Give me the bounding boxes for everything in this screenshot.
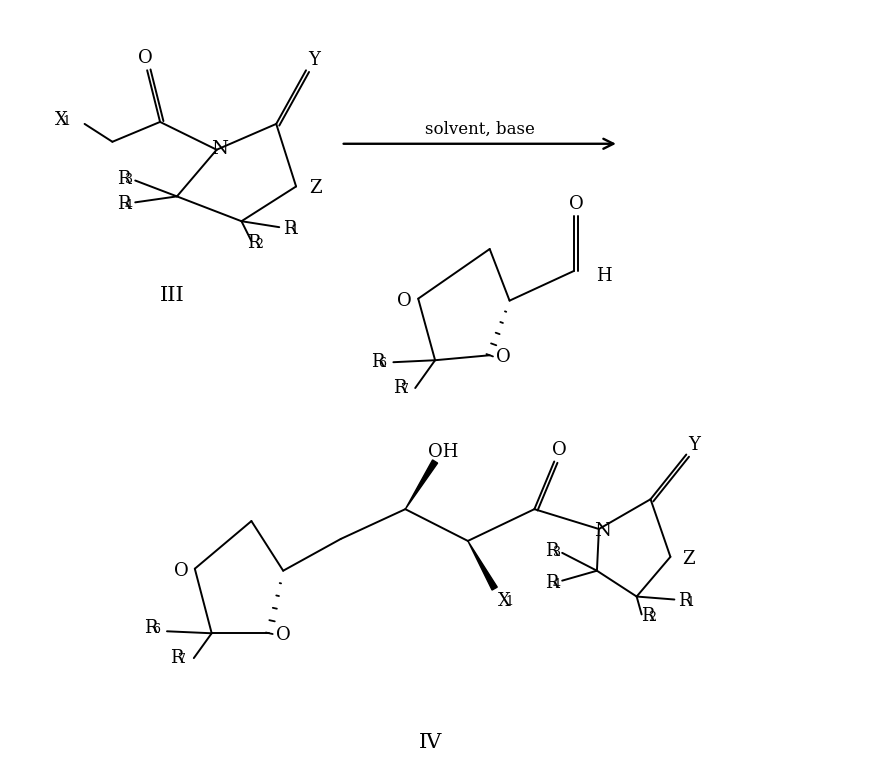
Text: 7: 7 — [177, 653, 185, 666]
Text: R: R — [144, 619, 158, 637]
Text: IV: IV — [418, 733, 442, 752]
Text: R: R — [393, 379, 407, 397]
Text: 4: 4 — [553, 578, 561, 590]
Text: 2: 2 — [255, 238, 263, 251]
Text: 1: 1 — [63, 115, 71, 128]
Text: 1: 1 — [505, 595, 513, 608]
Text: 3: 3 — [125, 173, 134, 186]
Text: 7: 7 — [401, 383, 409, 396]
Text: R: R — [546, 574, 559, 592]
Polygon shape — [405, 460, 437, 509]
Text: H: H — [596, 267, 612, 285]
Text: R: R — [546, 542, 559, 560]
Text: 6: 6 — [378, 357, 386, 370]
Text: 6: 6 — [152, 623, 159, 637]
Text: R: R — [117, 195, 131, 213]
Text: Y: Y — [308, 52, 320, 70]
Text: R: R — [371, 353, 384, 371]
Text: R: R — [283, 220, 297, 238]
Text: O: O — [276, 626, 290, 644]
Text: O: O — [496, 348, 511, 366]
Text: 1: 1 — [291, 224, 299, 237]
Text: X: X — [55, 111, 68, 129]
Text: 3: 3 — [553, 546, 561, 559]
Polygon shape — [468, 541, 497, 590]
Text: solvent, base: solvent, base — [425, 121, 535, 137]
Text: O: O — [138, 49, 152, 67]
Text: R: R — [170, 649, 184, 667]
Text: N: N — [594, 522, 611, 540]
Text: 2: 2 — [649, 612, 656, 624]
Text: OH: OH — [428, 442, 458, 460]
Text: 1: 1 — [686, 597, 694, 609]
Text: R: R — [641, 608, 654, 626]
Text: O: O — [174, 561, 188, 579]
Text: III: III — [159, 286, 185, 305]
Text: R: R — [117, 170, 131, 187]
Text: O: O — [569, 195, 583, 213]
Text: N: N — [211, 139, 228, 157]
Text: O: O — [397, 291, 411, 309]
Text: 4: 4 — [125, 199, 134, 212]
Text: X: X — [497, 591, 511, 609]
Text: Y: Y — [688, 435, 700, 453]
Text: O: O — [552, 441, 566, 459]
Text: Z: Z — [682, 550, 694, 568]
Text: Z: Z — [310, 179, 323, 197]
Text: R: R — [678, 593, 692, 611]
Text: R: R — [247, 234, 261, 252]
